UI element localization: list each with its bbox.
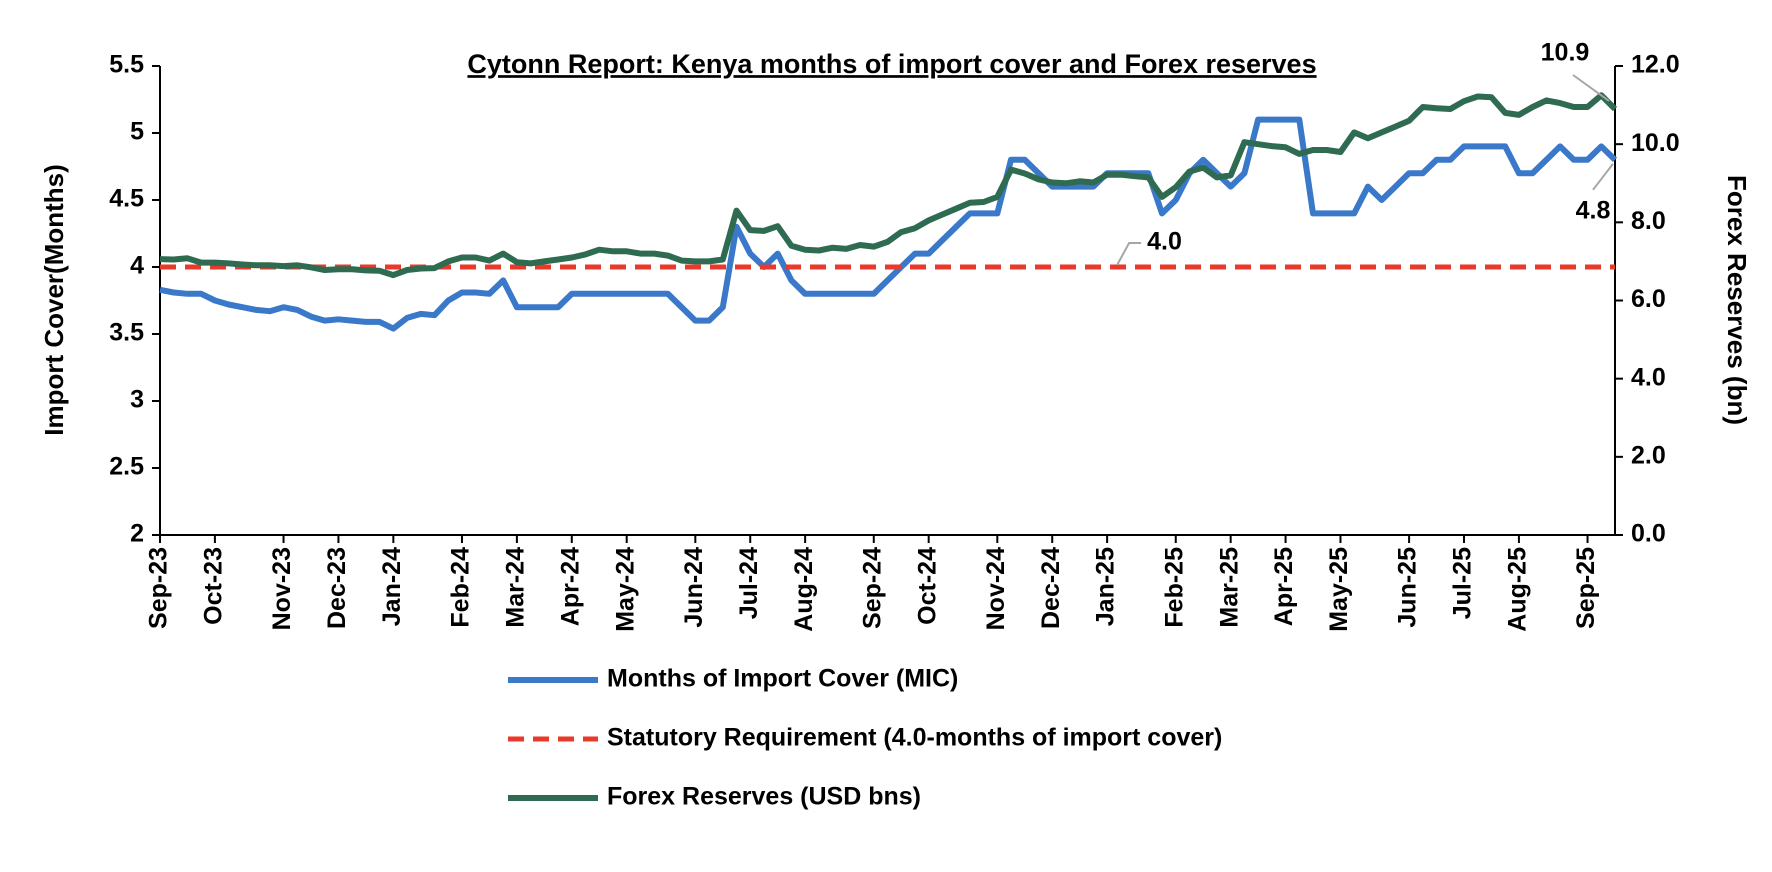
legend-label: Forex Reserves (USD bns) <box>607 783 921 811</box>
x-tick-label: May-24 <box>611 547 639 632</box>
data-label: 4.8 <box>1576 196 1611 224</box>
x-tick-label: Dec-24 <box>1037 547 1065 629</box>
x-tick-label: Feb-25 <box>1160 547 1188 628</box>
x-tick-label: Dec-23 <box>323 547 351 629</box>
y2-tick-label: 10.0 <box>1631 129 1680 157</box>
y-tick-label: 2.5 <box>109 453 144 481</box>
x-tick-label: Oct-23 <box>200 547 228 625</box>
chart-title: Cytonn Report: Kenya months of import co… <box>467 49 1316 79</box>
y2-tick-label: 4.0 <box>1631 363 1666 391</box>
y-tick-label: 3.5 <box>109 319 144 347</box>
leader-line <box>1572 74 1610 102</box>
y2-tick-label: 2.0 <box>1631 441 1666 469</box>
x-tick-label: Feb-24 <box>447 547 475 628</box>
x-tick-label: Aug-24 <box>790 547 818 632</box>
x-tick-label: Jan-24 <box>378 547 406 626</box>
x-tick-label: Sep-23 <box>145 547 173 629</box>
x-tick-label: Nov-24 <box>982 547 1010 630</box>
y-tick-label: 4 <box>130 252 144 280</box>
y-tick-label: 3 <box>130 386 144 414</box>
x-tick-label: Sep-25 <box>1572 547 1600 629</box>
x-tick-label: Nov-23 <box>268 547 296 630</box>
legend-label: Months of Import Cover (MIC) <box>607 665 958 693</box>
y2-axis-label: Forex Reserves (bn) <box>1722 175 1752 425</box>
x-tick-label: Jul-24 <box>735 547 763 619</box>
y2-tick-label: 6.0 <box>1631 285 1666 313</box>
x-tick-label: Mar-25 <box>1215 547 1243 628</box>
leader-line <box>1116 242 1142 266</box>
x-tick-label: Aug-25 <box>1504 547 1532 632</box>
y-tick-label: 5.5 <box>109 51 144 79</box>
series-line <box>159 116 1618 332</box>
y-tick-label: 2 <box>130 520 144 548</box>
series-line <box>159 92 1618 279</box>
x-tick-label: May-25 <box>1325 547 1353 632</box>
x-tick-label: Jan-25 <box>1092 547 1120 626</box>
data-label: 10.9 <box>1541 39 1590 67</box>
y-tick-label: 5 <box>130 118 144 146</box>
y2-tick-label: 8.0 <box>1631 207 1666 235</box>
y2-tick-label: 0.0 <box>1631 520 1666 548</box>
legend-label: Statutory Requirement (4.0-months of imp… <box>607 724 1222 752</box>
data-label: 4.0 <box>1147 228 1182 256</box>
x-tick-label: Apr-24 <box>556 547 584 626</box>
y-tick-label: 4.5 <box>109 185 144 213</box>
x-tick-label: Apr-25 <box>1270 547 1298 626</box>
y-axis-label: Import Cover(Months) <box>39 164 69 436</box>
x-tick-label: Jun-25 <box>1394 547 1422 628</box>
x-tick-label: Jul-25 <box>1449 547 1477 619</box>
y2-tick-label: 12.0 <box>1631 51 1680 79</box>
leader-line <box>1592 163 1614 191</box>
x-tick-label: Sep-24 <box>858 547 886 629</box>
x-tick-label: Jun-24 <box>680 547 708 628</box>
x-tick-label: Mar-24 <box>501 547 529 628</box>
x-tick-label: Oct-24 <box>913 547 941 625</box>
